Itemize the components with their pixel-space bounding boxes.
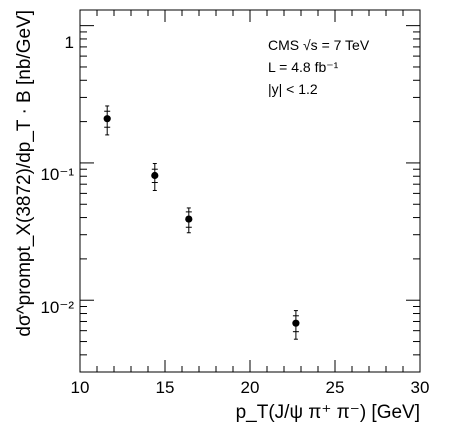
y-tick-label-0.01: 10⁻² [40,298,74,317]
x-tick-label-25: 25 [326,378,345,397]
y-axis-title: dσ^prompt_X(3872)/dp_T · B [nb/GeV] [14,10,35,337]
data-marker [185,215,193,223]
data-point-0 [103,105,111,136]
data-point-1 [151,163,159,191]
x-tick-label-20: 20 [241,378,260,397]
x-tick-label-10: 10 [71,378,90,397]
data-point-3 [292,310,300,340]
y-tick-label-1: 1 [65,33,74,52]
annotation-lumi: L = 4.8 fb⁻¹ [268,59,339,75]
annotation-cms: CMS √s = 7 TeV [268,37,370,53]
data-points [103,105,300,340]
y-tick-label-0.1: 10⁻¹ [40,165,74,184]
data-marker [292,319,300,327]
axis-ticks [79,10,421,373]
data-marker [151,171,159,180]
plot-frame [79,9,421,373]
x-axis-title: p_T(J/ψ π⁺ π⁻) [GeV] [236,402,420,423]
data-marker [103,115,111,123]
data-point-2 [185,207,193,234]
x-tick-label-30: 30 [411,378,430,397]
annotation-rapidity: |y| < 1.2 [268,81,318,97]
x-tick-label-15: 15 [156,378,175,397]
